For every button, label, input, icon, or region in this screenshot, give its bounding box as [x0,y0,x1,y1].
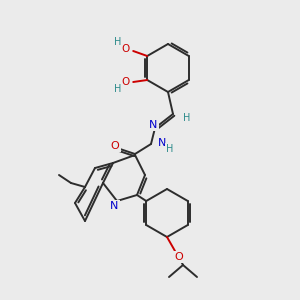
Text: H: H [183,113,191,123]
Text: N: N [110,201,118,211]
Text: H: H [113,37,121,47]
Text: N: N [149,120,157,130]
Text: H: H [166,144,174,154]
Text: O: O [175,252,183,262]
Text: N: N [158,138,166,148]
Text: O: O [121,77,129,87]
Text: H: H [113,84,121,94]
Text: O: O [111,141,119,151]
Text: O: O [121,44,129,54]
